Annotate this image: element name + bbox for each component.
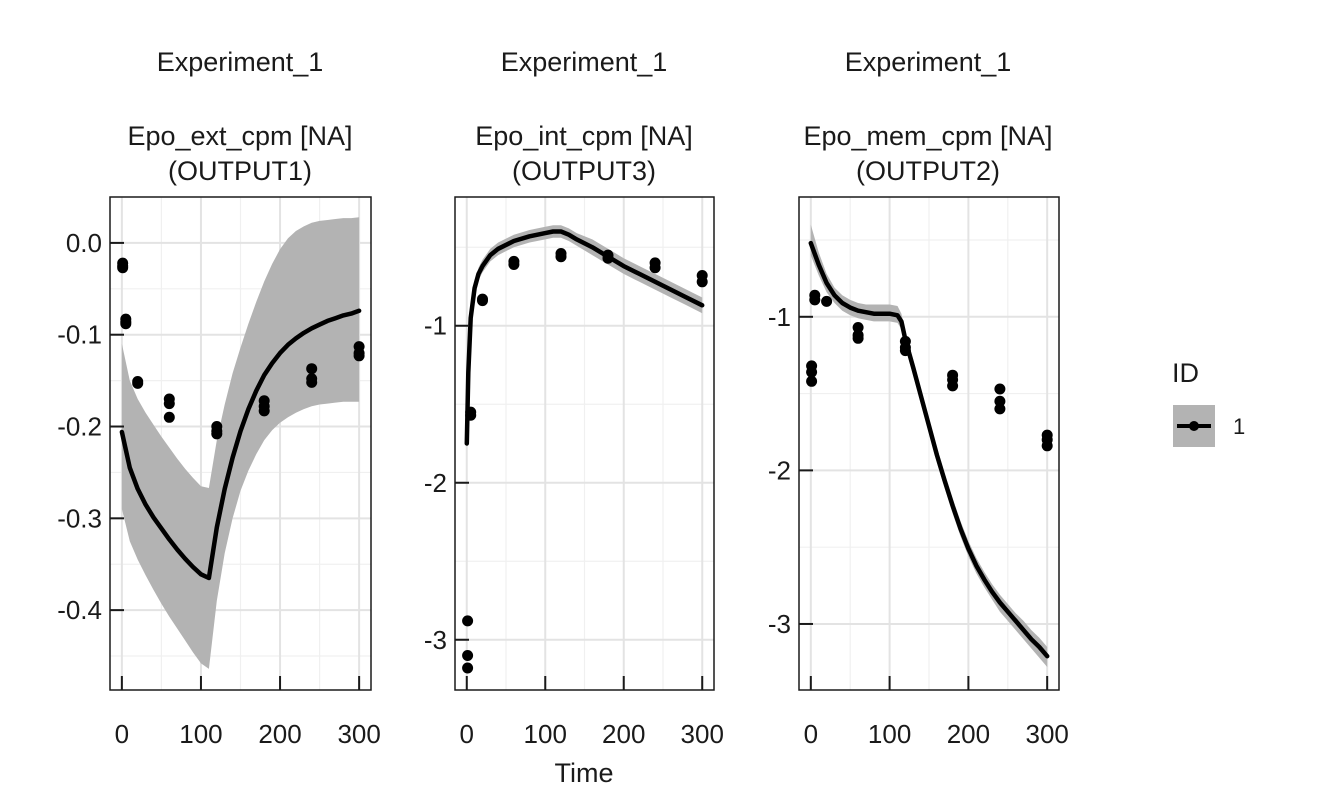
x-tick-label: 200	[947, 719, 990, 749]
x-tick-label: 100	[868, 719, 911, 749]
facet-observable-title-3: Epo_mem_cpm [NA]	[803, 121, 1052, 151]
data-point	[462, 615, 474, 627]
y-tick-label: -3	[424, 625, 447, 655]
facet-experiment-title-2: Experiment_1	[501, 47, 668, 77]
x-tick-label: 300	[1025, 719, 1068, 749]
panel-2: -1 -2 -3 0 100 200 300	[424, 196, 724, 749]
data-point	[163, 398, 175, 410]
facet-experiment-title-3: Experiment_1	[845, 47, 1012, 77]
x-axis-title: Time	[555, 758, 614, 788]
data-point	[899, 345, 911, 357]
x-tick-label: 0	[115, 719, 129, 749]
x-tick-label: 0	[804, 719, 818, 749]
legend-label-1: 1	[1233, 414, 1245, 439]
x-tick-label: 200	[258, 719, 301, 749]
y-tick-label: -3	[768, 609, 791, 639]
data-point	[806, 375, 818, 387]
data-point	[696, 276, 708, 288]
legend-title: ID	[1172, 358, 1199, 388]
x-tick-label: 0	[460, 719, 474, 749]
y-tick-label: -2	[768, 455, 791, 485]
panel-border	[454, 196, 715, 691]
confidence-band	[466, 225, 703, 444]
x-tick-label: 300	[681, 719, 724, 749]
panel-1: 0.0 -0.1 -0.2 -0.3 -0.4 0 100 200 300	[57, 196, 381, 749]
y-tick-label: -2	[424, 468, 447, 498]
data-point	[806, 366, 818, 378]
data-point	[306, 376, 318, 388]
data-point	[120, 318, 132, 330]
series-line-1	[464, 229, 705, 446]
series-line-1	[808, 240, 1050, 659]
y-tick-label: -0.3	[57, 503, 102, 533]
data-point	[555, 251, 567, 263]
data-point	[462, 662, 474, 674]
data-point	[353, 350, 365, 362]
panel-border	[109, 196, 372, 691]
panel-3: -1 -2 -3 0 100 200 300	[768, 196, 1069, 749]
data-point	[465, 409, 477, 421]
data-point	[477, 295, 488, 307]
y-tick-label: -0.1	[57, 320, 102, 350]
facet-experiment-title-1: Experiment_1	[157, 47, 324, 77]
data-point	[994, 395, 1006, 407]
y-tick-label: -1	[768, 302, 791, 332]
data-point	[508, 259, 520, 270]
facet-output-title-1: (OUTPUT1)	[168, 156, 312, 186]
data-point	[821, 295, 833, 307]
x-tick-label: 100	[524, 719, 567, 749]
confidence-band	[810, 224, 1048, 667]
data-point	[852, 332, 864, 344]
data-point	[602, 252, 614, 264]
x-tick-label: 200	[602, 719, 645, 749]
panel-border	[798, 196, 1060, 691]
series-line-1	[119, 308, 362, 581]
facet-output-title-3: (OUTPUT2)	[856, 156, 1000, 186]
x-tick-label: 300	[337, 719, 380, 749]
x-tick-label: 100	[179, 719, 222, 749]
data-point	[211, 428, 223, 440]
data-point	[1041, 440, 1053, 452]
data-point	[809, 294, 821, 306]
data-point	[994, 383, 1006, 395]
y-tick-label: 0.0	[66, 228, 102, 258]
data-point	[852, 322, 864, 333]
y-tick-label: -0.2	[57, 412, 102, 442]
facet-observable-title-2: Epo_int_cpm [NA]	[475, 121, 693, 151]
data-point	[994, 403, 1006, 415]
data-point	[132, 377, 144, 389]
facet-output-title-2: (OUTPUT3)	[512, 156, 656, 186]
y-tick-label: -0.4	[57, 595, 102, 625]
data-point	[649, 262, 661, 274]
data-point	[163, 411, 175, 423]
y-tick-label: -1	[424, 311, 447, 341]
data-point	[258, 405, 270, 417]
data-point	[306, 363, 318, 375]
facet-observable-title-1: Epo_ext_cpm [NA]	[127, 121, 352, 151]
data-point	[947, 380, 959, 392]
data-point	[117, 262, 129, 274]
legend-key-point	[1189, 421, 1199, 431]
data-point	[462, 650, 474, 661]
